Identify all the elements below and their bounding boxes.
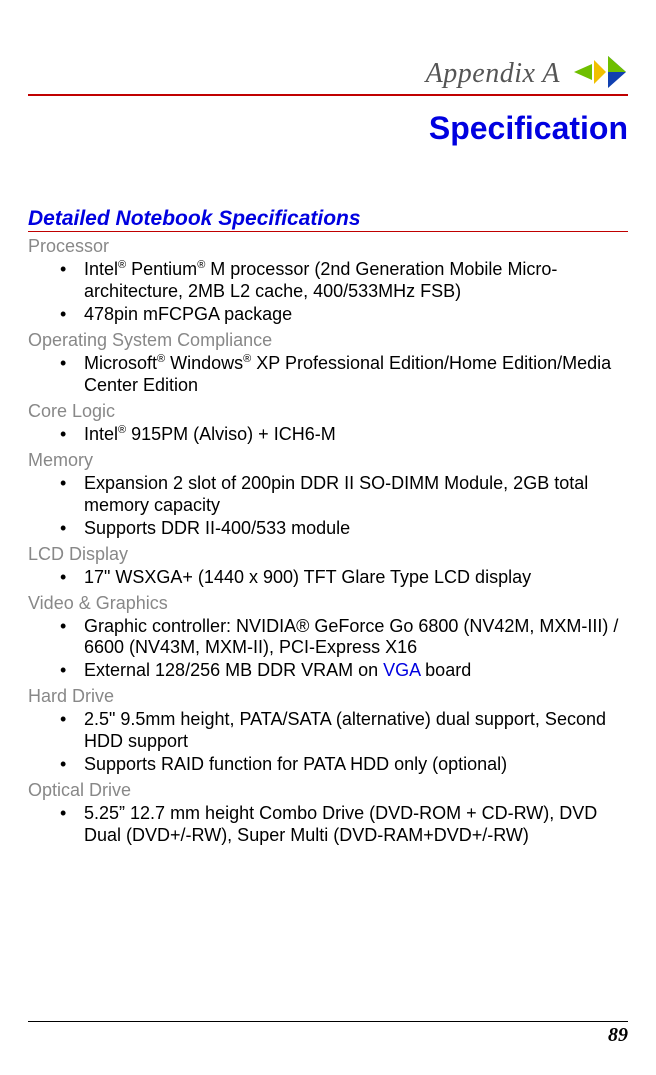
subsection-hdd: Hard Drive	[28, 686, 628, 707]
appendix-icon	[572, 54, 628, 90]
page-title: Specification	[28, 110, 628, 147]
hdd-list: 2.5" 9.5mm height, PATA/SATA (alternativ…	[28, 709, 628, 776]
list-item: Intel® Pentium® M processor (2nd Generat…	[84, 259, 628, 303]
subsection-optical: Optical Drive	[28, 780, 628, 801]
os-list: Microsoft® Windows® XP Professional Edit…	[28, 353, 628, 397]
list-item: Microsoft® Windows® XP Professional Edit…	[84, 353, 628, 397]
subsection-corelogic: Core Logic	[28, 401, 628, 422]
header: Appendix A	[28, 30, 628, 96]
list-item: Supports RAID function for PATA HDD only…	[84, 754, 628, 776]
optical-list: 5.25” 12.7 mm height Combo Drive (DVD-RO…	[28, 803, 628, 847]
list-item: Graphic controller: NVIDIA® GeForce Go 6…	[84, 616, 628, 660]
list-item: 5.25” 12.7 mm height Combo Drive (DVD-RO…	[84, 803, 628, 847]
appendix-label: Appendix A	[426, 58, 560, 90]
video-list: Graphic controller: NVIDIA® GeForce Go 6…	[28, 616, 628, 683]
subsection-lcd: LCD Display	[28, 544, 628, 565]
corelogic-list: Intel® 915PM (Alviso) + ICH6-M	[28, 424, 628, 446]
section-title: Detailed Notebook Specifications	[28, 207, 628, 232]
list-item: External 128/256 MB DDR VRAM on VGA boar…	[84, 660, 628, 682]
subsection-processor: Processor	[28, 236, 628, 257]
list-item: 2.5" 9.5mm height, PATA/SATA (alternativ…	[84, 709, 628, 753]
list-item: 17" WSXGA+ (1440 x 900) TFT Glare Type L…	[84, 567, 628, 589]
list-item: Intel® 915PM (Alviso) + ICH6-M	[84, 424, 628, 446]
list-item: Supports DDR II-400/533 module	[84, 518, 628, 540]
subsection-video: Video & Graphics	[28, 593, 628, 614]
list-item: 478pin mFCPGA package	[84, 304, 628, 326]
lcd-list: 17" WSXGA+ (1440 x 900) TFT Glare Type L…	[28, 567, 628, 589]
memory-list: Expansion 2 slot of 200pin DDR II SO-DIM…	[28, 473, 628, 540]
footer: 89	[28, 1021, 628, 1047]
page-number: 89	[608, 1024, 628, 1046]
subsection-os: Operating System Compliance	[28, 330, 628, 351]
processor-list: Intel® Pentium® M processor (2nd Generat…	[28, 259, 628, 326]
list-item: Expansion 2 slot of 200pin DDR II SO-DIM…	[84, 473, 628, 517]
subsection-memory: Memory	[28, 450, 628, 471]
